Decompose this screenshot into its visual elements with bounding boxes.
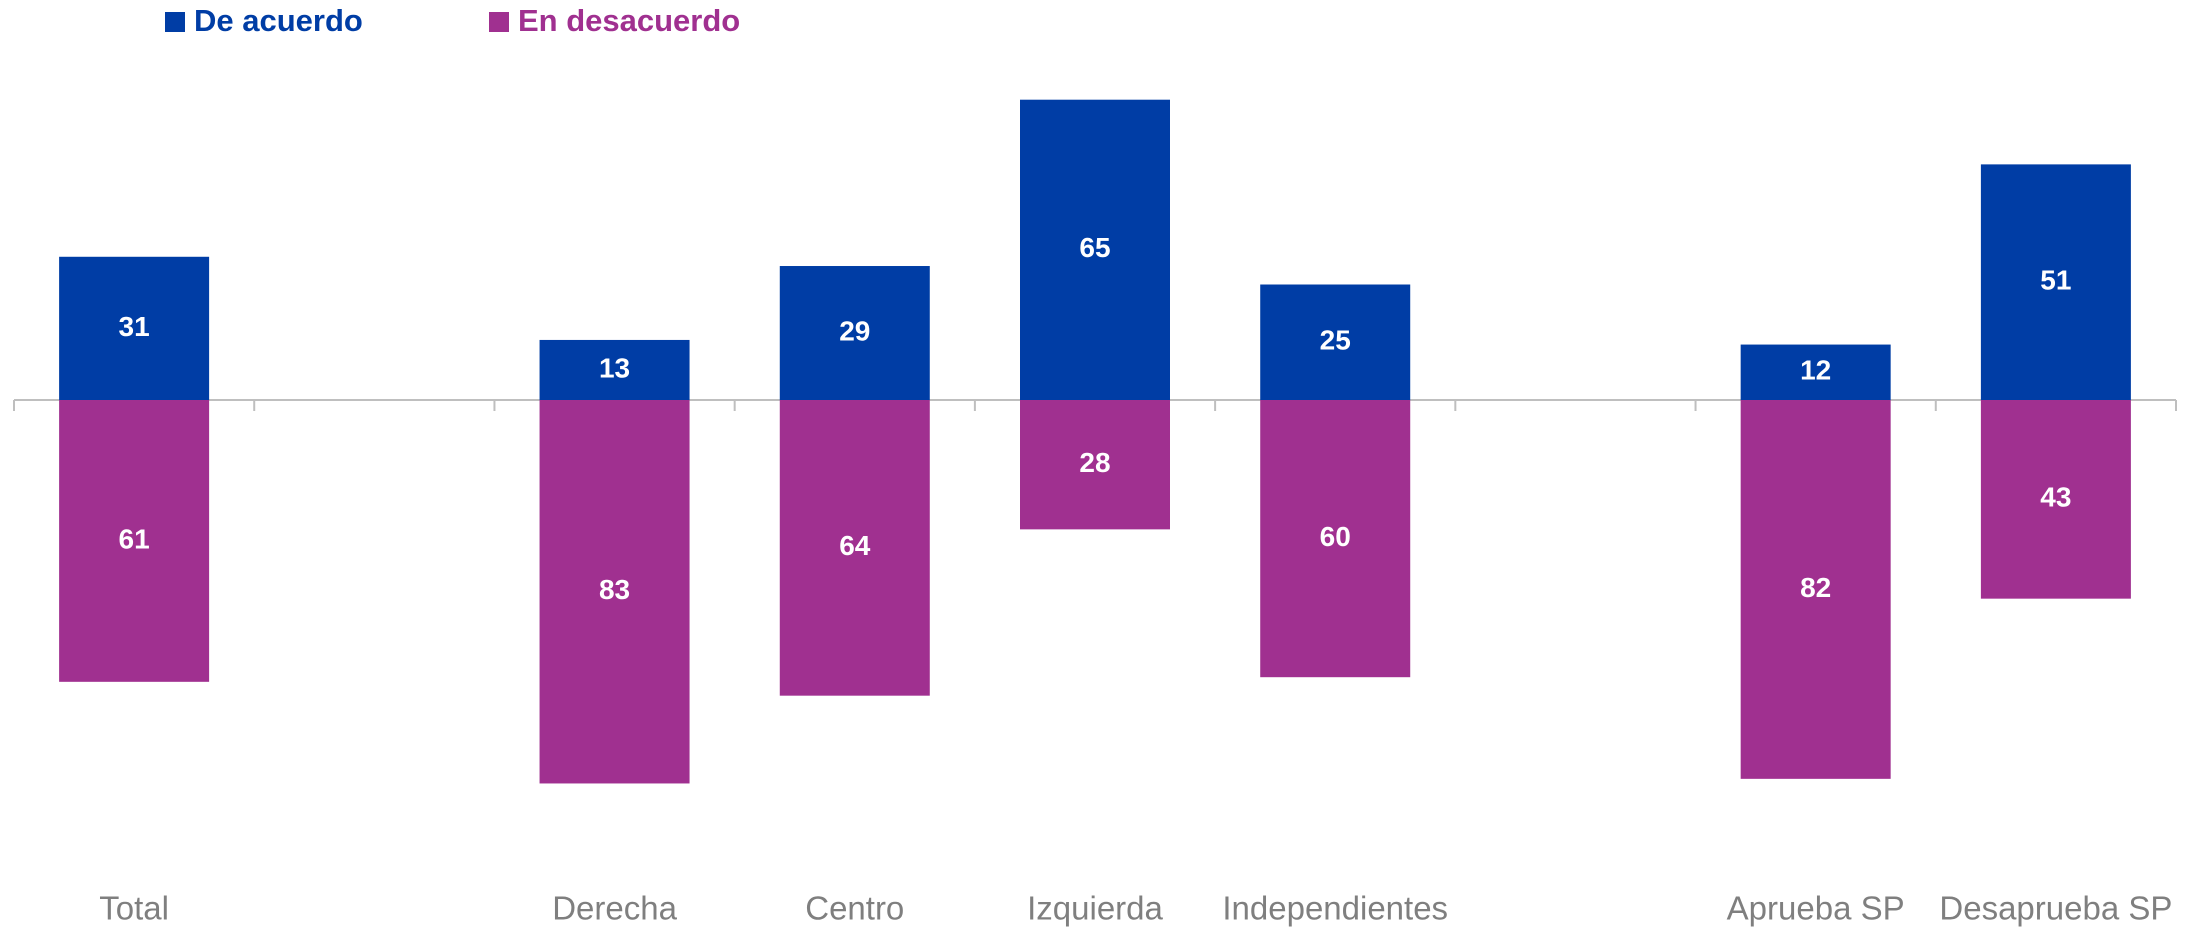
bar bbox=[59, 256, 210, 400]
bar bbox=[539, 400, 690, 784]
data-label: 83 bbox=[599, 574, 630, 605]
legend-swatch bbox=[489, 12, 509, 32]
legend-label: De acuerdo bbox=[194, 3, 363, 38]
x-tick-label: Total bbox=[99, 890, 169, 927]
bar bbox=[779, 400, 930, 696]
data-label: 29 bbox=[839, 315, 870, 346]
data-label: 31 bbox=[119, 311, 150, 342]
x-tick-label: Aprueba SP bbox=[1727, 890, 1905, 927]
x-tick-label: Izquierda bbox=[1027, 890, 1163, 927]
data-label: 25 bbox=[1320, 325, 1351, 356]
bar bbox=[59, 400, 210, 682]
legend-label: En desacuerdo bbox=[518, 3, 740, 38]
data-label: 51 bbox=[2040, 265, 2071, 296]
data-label: 64 bbox=[839, 530, 871, 561]
x-tick-label: Desaprueba SP bbox=[1939, 890, 2172, 927]
bar bbox=[1260, 400, 1411, 678]
data-label: 60 bbox=[1320, 521, 1351, 552]
bar bbox=[1980, 400, 2131, 599]
bar bbox=[779, 266, 930, 400]
x-tick-label: Centro bbox=[805, 890, 904, 927]
data-label: 61 bbox=[119, 523, 150, 554]
bar bbox=[1980, 164, 2131, 400]
data-label: 82 bbox=[1800, 572, 1831, 603]
bar bbox=[1740, 344, 1891, 400]
bar bbox=[1260, 284, 1411, 400]
x-tick-label: Derecha bbox=[552, 890, 677, 927]
bar bbox=[1020, 99, 1170, 400]
bar bbox=[1020, 400, 1170, 530]
data-label: 65 bbox=[1079, 232, 1110, 263]
x-tick-label: Independientes bbox=[1222, 890, 1448, 927]
bar bbox=[539, 339, 690, 400]
data-label: 28 bbox=[1079, 447, 1110, 478]
legend-swatch bbox=[165, 12, 185, 32]
data-label: 43 bbox=[2040, 482, 2071, 513]
data-label: 12 bbox=[1800, 355, 1831, 386]
data-label: 13 bbox=[599, 352, 630, 383]
bar bbox=[1740, 400, 1891, 779]
